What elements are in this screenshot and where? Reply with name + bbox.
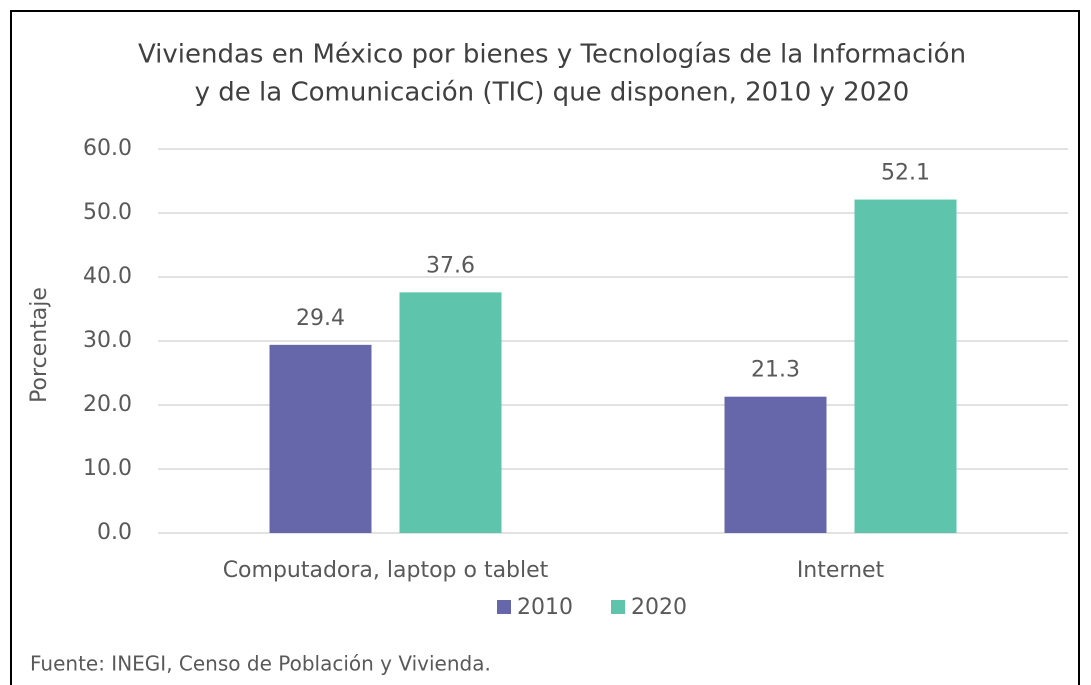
bar [399,292,502,533]
y-axis-label: Porcentaje [27,287,52,403]
data-label: 29.4 [296,306,345,331]
y-tick-label: 30.0 [83,328,132,353]
y-tick-label: 0.0 [97,520,132,545]
x-tick-label: Internet [797,558,885,583]
x-tick-label: Computadora, laptop o tablet [223,558,549,583]
legend-swatch [497,600,511,614]
y-tick-label: 10.0 [83,456,132,481]
chart-title: Viviendas en México por bienes y Tecnolo… [138,40,966,70]
data-label: 52.1 [881,161,930,186]
data-label: 37.6 [426,253,475,278]
bar [854,199,957,533]
frame [10,10,1080,685]
legend-label: 2010 [517,595,573,620]
bar [724,396,827,533]
data-label: 21.3 [751,358,800,383]
legend-swatch [611,600,625,614]
y-tick-label: 20.0 [83,392,132,417]
source: Fuente: INEGI, Censo de Población y Vivi… [30,652,491,676]
y-tick-label: 60.0 [83,136,132,161]
y-tick-label: 40.0 [83,264,132,289]
legend-label: 2020 [631,595,687,620]
chart-title: y de la Comunicación (TIC) que disponen,… [195,78,910,108]
bar [269,344,372,533]
y-tick-label: 50.0 [83,200,132,225]
